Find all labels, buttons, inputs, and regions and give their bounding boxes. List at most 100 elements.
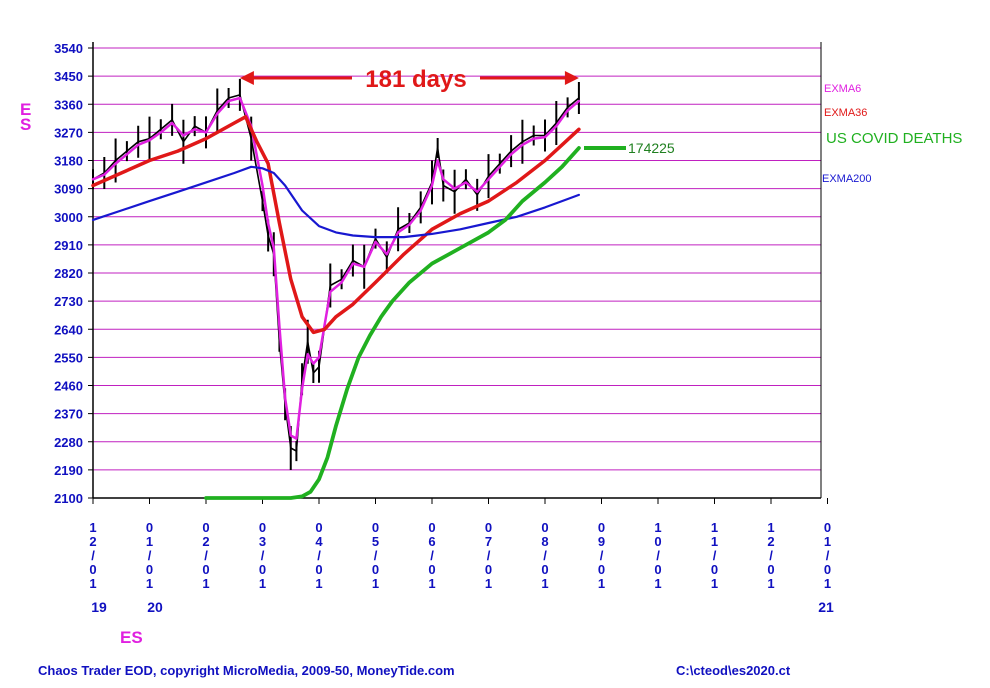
x-tick-char: / <box>600 548 604 563</box>
x-tick-char: 1 <box>259 576 266 591</box>
x-tick-char: 0 <box>485 562 492 577</box>
x-tick-char: 1 <box>767 520 774 535</box>
y-tick-label: 2820 <box>54 266 83 281</box>
x-tick-char: / <box>713 548 717 563</box>
x-tick-char: / <box>148 548 152 563</box>
x-tick-label: 08/01 <box>541 520 548 591</box>
ticker-label-left: ES <box>20 100 34 134</box>
legend: EXMA6 EXMA36 US COVID DEATHS EXMA200 174225 <box>584 83 962 185</box>
x-tick-char: 0 <box>654 562 661 577</box>
y-tick-label: 2460 <box>54 379 83 394</box>
x-tick-char: 1 <box>315 576 322 591</box>
x-tick-char: 1 <box>654 576 661 591</box>
annotation: 181 days <box>239 66 579 93</box>
x-tick-char: 1 <box>89 576 96 591</box>
x-tick-char: 1 <box>598 576 605 591</box>
year-label: 20 <box>147 599 163 615</box>
annotation-arrowhead-left <box>239 71 254 85</box>
x-tick-char: 2 <box>767 534 774 549</box>
x-tick-char: 0 <box>315 562 322 577</box>
x-tick-label: 05/01 <box>372 520 379 591</box>
x-tick-char: 2 <box>202 534 209 549</box>
y-tick-label: 2370 <box>54 407 83 422</box>
x-tick-label: 11/01 <box>711 520 718 591</box>
x-tick-char: 7 <box>485 534 492 549</box>
x-tick-char: 0 <box>598 562 605 577</box>
x-tick-char: 0 <box>654 534 661 549</box>
year-label: 21 <box>818 599 834 615</box>
x-tick-char: 0 <box>428 520 435 535</box>
x-tick-char: 8 <box>541 534 548 549</box>
x-tick-char: 0 <box>146 520 153 535</box>
y-tick-label: 3360 <box>54 97 83 112</box>
series-line-es-price <box>92 94 580 452</box>
x-tick-char: 9 <box>598 534 605 549</box>
x-tick-char: 1 <box>541 576 548 591</box>
y-tick-label: 2100 <box>54 491 83 506</box>
y-tick-label: 2550 <box>54 350 83 365</box>
y-tick-label: 3090 <box>54 182 83 197</box>
x-tick-char: / <box>374 548 378 563</box>
x-tick-char: 1 <box>654 520 661 535</box>
x-tick-char: 0 <box>259 520 266 535</box>
x-tick-label: 06/01 <box>428 520 435 591</box>
x-tick-char: 1 <box>767 576 774 591</box>
y-tick-label: 3540 <box>54 41 83 56</box>
x-tick-char: 1 <box>711 520 718 535</box>
y-tick-label: 2910 <box>54 238 83 253</box>
x-tick-char: 0 <box>767 562 774 577</box>
legend-label-us-covid-deaths: US COVID DEATHS <box>826 130 962 147</box>
x-tick-char: 3 <box>259 534 266 549</box>
x-tick-label: 12/01 <box>767 520 774 591</box>
footer-copyright: Chaos Trader EOD, copyright MicroMedia, … <box>38 663 455 678</box>
y-tick-label: 2280 <box>54 435 83 450</box>
x-tick-char: 0 <box>824 520 831 535</box>
x-tick-char: 0 <box>372 520 379 535</box>
y-tick-label: 3180 <box>54 154 83 169</box>
series-line-exma6 <box>91 96 581 440</box>
legend-label-exma36: EXMA36 <box>824 107 867 119</box>
ticker-label-left-e: ES <box>20 100 32 134</box>
x-tick-char: 0 <box>372 562 379 577</box>
gridlines <box>93 47 821 471</box>
x-tick-label: 07/01 <box>485 520 492 591</box>
x-tick-label: 02/01 <box>202 520 209 591</box>
y-tick-label: 2640 <box>54 322 83 337</box>
x-tick-char: 1 <box>146 534 153 549</box>
x-tick-char: 0 <box>202 562 209 577</box>
x-tick-char: 5 <box>372 534 379 549</box>
x-tick-char: 0 <box>146 562 153 577</box>
x-tick-char: 1 <box>485 576 492 591</box>
x-tick-char: 0 <box>202 520 209 535</box>
x-tick-char: 1 <box>372 576 379 591</box>
year-label: 19 <box>91 599 107 615</box>
x-tick-label: 01/01 <box>824 520 831 591</box>
x-tick-char: 4 <box>315 534 323 549</box>
x-tick-char: 0 <box>315 520 322 535</box>
y-tick-label: 3450 <box>54 69 83 84</box>
x-tick-char: 0 <box>485 520 492 535</box>
x-axis-tick-labels: 12/0101/0102/0103/0104/0105/0106/0107/01… <box>89 520 834 615</box>
x-tick-char: 1 <box>711 534 718 549</box>
y-tick-label: 2190 <box>54 463 83 478</box>
x-tick-char: 1 <box>202 576 209 591</box>
x-tick-char: 0 <box>541 520 548 535</box>
x-tick-char: 2 <box>89 534 96 549</box>
y-axis-tick-labels: 3540 3450 3360 3270 3180 3090 3000 2910 2820 2730… <box>54 41 83 506</box>
x-tick-label: 04/01 <box>315 520 323 591</box>
ticker-label-bottom: ES <box>120 628 143 647</box>
series-line-exma36 <box>91 115 581 335</box>
x-tick-label: 12/01 <box>89 520 96 591</box>
x-tick-label: 01/01 <box>146 520 153 591</box>
annotation-text: 181 days <box>365 66 466 93</box>
series-layer <box>91 78 581 500</box>
y-tick-label: 3270 <box>54 125 83 140</box>
x-tick-char: 1 <box>146 576 153 591</box>
x-tick-char: / <box>656 548 660 563</box>
x-tick-char: / <box>826 548 830 563</box>
x-tick-char: / <box>543 548 547 563</box>
y-tick-label: 2730 <box>54 294 83 309</box>
covid-value-label: 174225 <box>628 140 675 156</box>
series-line-us-covid-deaths <box>204 146 581 500</box>
